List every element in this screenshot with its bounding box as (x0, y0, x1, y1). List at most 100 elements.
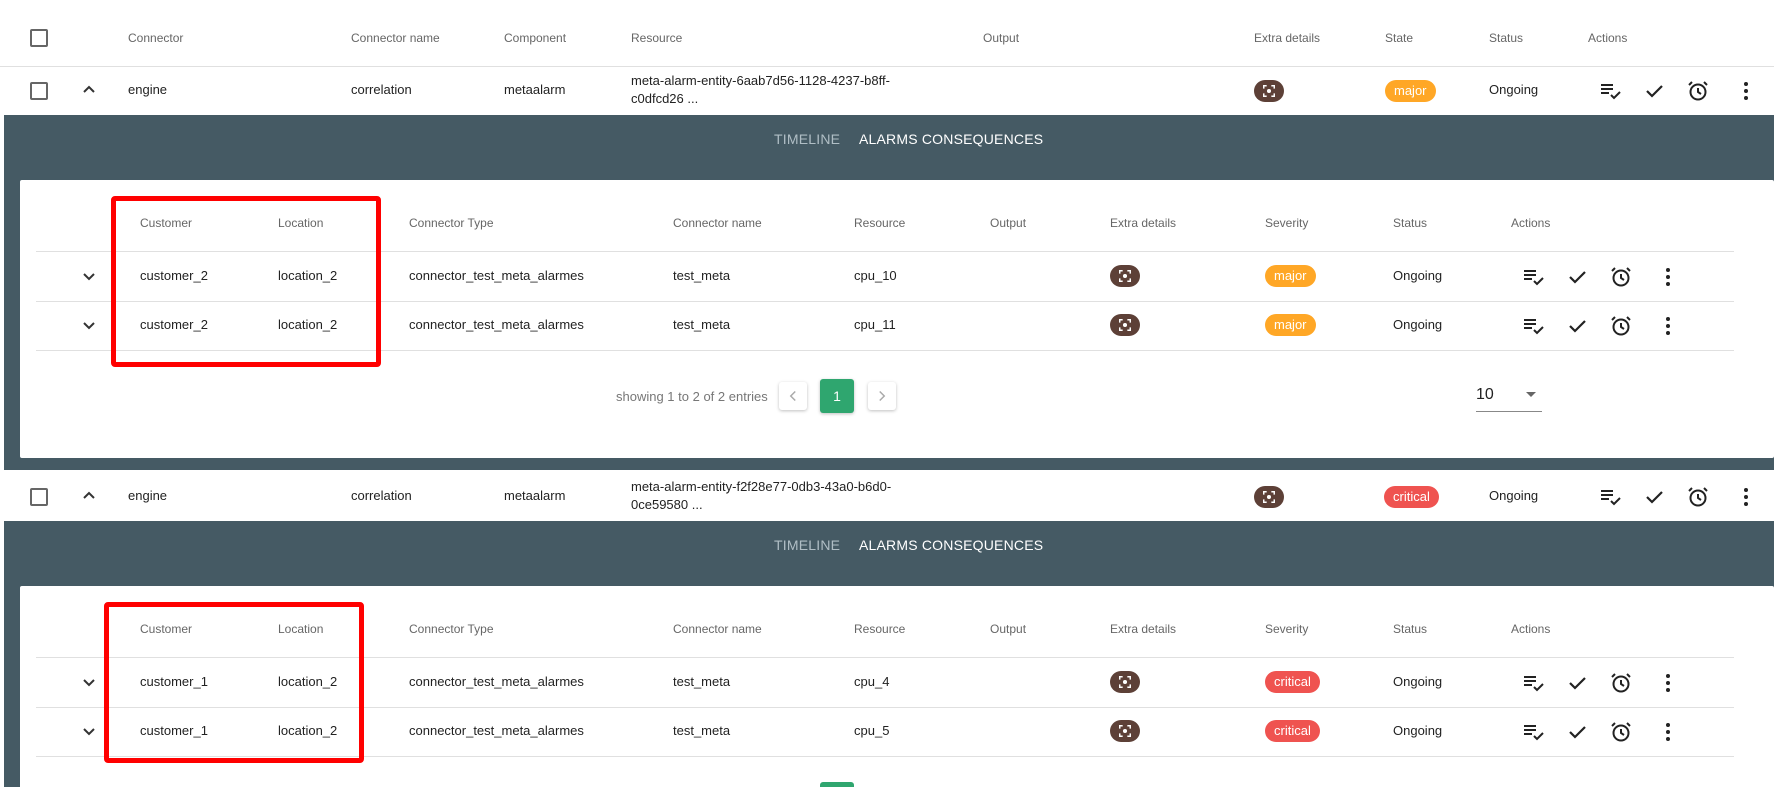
highlight-box (104, 602, 364, 763)
page-button-peek[interactable] (820, 782, 854, 787)
alarm-clock-icon[interactable] (1685, 78, 1711, 104)
playlist-check-icon[interactable] (1520, 670, 1546, 696)
row-checkbox[interactable] (30, 82, 48, 100)
col-location[interactable]: Location (278, 216, 324, 230)
col-extra-details: Extra details (1110, 216, 1177, 230)
alarm-clock-icon[interactable] (1608, 313, 1634, 339)
col-resource[interactable]: Resource (854, 622, 906, 636)
extra-details-icon (1119, 319, 1131, 331)
col-status[interactable]: Status (1489, 31, 1524, 45)
more-vertical-icon[interactable] (1655, 670, 1681, 696)
check-icon[interactable] (1564, 670, 1590, 696)
check-icon[interactable] (1641, 78, 1667, 104)
chevron-right-icon (879, 390, 886, 402)
cell-connector-type: connector_test_meta_alarmes (409, 268, 584, 283)
select-all-checkbox[interactable] (30, 29, 48, 47)
col-component[interactable]: Component (504, 31, 567, 45)
col-connector-type[interactable]: Connector Type (409, 622, 494, 636)
col-resource[interactable]: Resource (854, 216, 906, 230)
divider (36, 657, 1734, 658)
extra-details-button[interactable] (1110, 265, 1140, 287)
extra-details-button[interactable] (1110, 314, 1140, 336)
col-connector-name[interactable]: Connector name (673, 216, 762, 230)
severity-badge: critical (1265, 671, 1320, 693)
chevron-left-icon (789, 390, 796, 402)
playlist-check-icon[interactable] (1520, 264, 1546, 290)
tab-alarms-consequences[interactable]: ALARMS CONSEQUENCES (859, 131, 1044, 147)
alarm-clock-icon[interactable] (1608, 670, 1634, 696)
resource-line: c0dfcd26 ... (631, 91, 699, 106)
col-output[interactable]: Output (990, 622, 1027, 636)
cell-component: metaalarm (504, 488, 566, 503)
cell-connector: engine (128, 488, 168, 503)
tab-timeline[interactable]: TIMELINE (774, 131, 841, 147)
chevron-up-icon[interactable] (77, 78, 101, 102)
chevron-down-icon[interactable] (77, 719, 101, 743)
col-connector-name[interactable]: Connector name (673, 622, 762, 636)
cell-connector-type: connector_test_meta_alarmes (409, 674, 584, 689)
highlight-box (111, 196, 381, 367)
consequences-card (20, 586, 1774, 787)
alarm-clock-icon[interactable] (1608, 264, 1634, 290)
col-output[interactable]: Output (983, 31, 1020, 45)
extra-details-icon (1119, 270, 1131, 282)
col-customer[interactable]: Customer (140, 216, 193, 230)
check-icon[interactable] (1564, 264, 1590, 290)
playlist-check-icon[interactable] (1520, 719, 1546, 745)
cell-customer: customer_1 (140, 674, 208, 689)
prev-page-button[interactable] (779, 382, 807, 410)
more-vertical-icon[interactable] (1655, 264, 1681, 290)
col-customer[interactable]: Customer (140, 622, 193, 636)
table-row[interactable]: engine correlation metaalarm meta-alarm-… (0, 67, 1774, 115)
chevron-up-icon[interactable] (77, 484, 101, 508)
per-page-select[interactable]: 10 (1476, 382, 1542, 412)
col-severity[interactable]: Severity (1265, 622, 1309, 636)
col-connector-name[interactable]: Connector name (351, 31, 440, 45)
alarm-clock-icon[interactable] (1608, 719, 1634, 745)
chevron-down-icon[interactable] (77, 264, 101, 288)
col-state[interactable]: State (1385, 31, 1414, 45)
playlist-check-icon[interactable] (1520, 313, 1546, 339)
more-vertical-icon[interactable] (1655, 313, 1681, 339)
extra-details-button[interactable] (1254, 486, 1284, 508)
cell-location: location_2 (278, 268, 338, 283)
cell-customer: customer_2 (140, 317, 208, 332)
col-actions: Actions (1511, 216, 1551, 230)
row-checkbox[interactable] (30, 488, 48, 506)
chevron-down-icon[interactable] (77, 313, 101, 337)
col-status[interactable]: Status (1393, 216, 1428, 230)
col-output[interactable]: Output (990, 216, 1027, 230)
col-actions: Actions (1511, 622, 1551, 636)
check-icon[interactable] (1564, 313, 1590, 339)
table-row[interactable]: engine correlation metaalarm meta-alarm-… (0, 473, 1774, 521)
col-status[interactable]: Status (1393, 622, 1428, 636)
col-severity[interactable]: Severity (1265, 216, 1309, 230)
tab-timeline[interactable]: TIMELINE (774, 537, 841, 553)
alarm-clock-icon[interactable] (1685, 484, 1711, 510)
more-vertical-icon[interactable] (1733, 78, 1759, 104)
cell-status: Ongoing (1393, 317, 1443, 332)
col-connector-type[interactable]: Connector Type (409, 216, 494, 230)
extra-details-button[interactable] (1110, 720, 1140, 742)
page-button-current[interactable]: 1 (820, 379, 854, 413)
next-page-button[interactable] (868, 382, 896, 410)
col-connector[interactable]: Connector (128, 31, 184, 45)
check-icon[interactable] (1641, 484, 1667, 510)
extra-details-button[interactable] (1254, 80, 1284, 102)
col-resource[interactable]: Resource (631, 31, 683, 45)
more-vertical-icon[interactable] (1733, 484, 1759, 510)
extra-details-button[interactable] (1110, 671, 1140, 693)
col-actions: Actions (1588, 31, 1628, 45)
divider (36, 350, 1734, 351)
tab-alarms-consequences[interactable]: ALARMS CONSEQUENCES (859, 537, 1044, 553)
check-icon[interactable] (1564, 719, 1590, 745)
severity-badge: major (1265, 314, 1316, 336)
more-vertical-icon[interactable] (1655, 719, 1681, 745)
cell-connector-name: test_meta (673, 674, 731, 689)
playlist-check-icon[interactable] (1597, 78, 1623, 104)
col-location[interactable]: Location (278, 622, 324, 636)
cell-status: Ongoing (1393, 674, 1443, 689)
extra-details-icon (1119, 725, 1131, 737)
chevron-down-icon[interactable] (77, 670, 101, 694)
playlist-check-icon[interactable] (1597, 484, 1623, 510)
